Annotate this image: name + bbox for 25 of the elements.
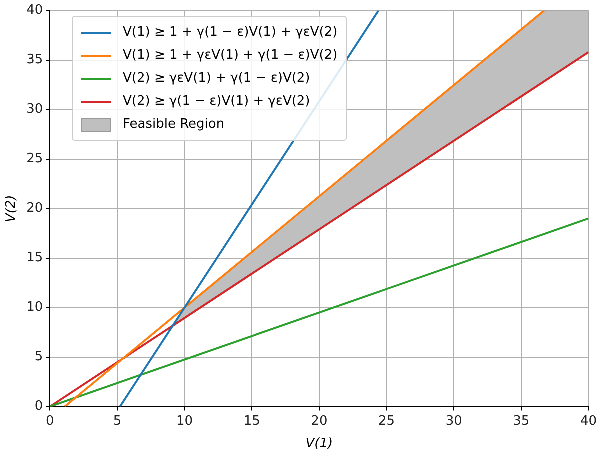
x-tick-label: 10 (176, 414, 194, 429)
x-tick-label: 40 (580, 414, 597, 429)
x-axis-title: V(1) (306, 436, 334, 452)
legend-label: V(1) ≥ 1 + γεV(1) + γ(1 − ε)V(2) (123, 48, 338, 63)
legend-label: Feasible Region (123, 117, 225, 132)
legend-label: V(2) ≥ γεV(1) + γ(1 − ε)V(2) (123, 71, 310, 86)
y-tick-label: 10 (26, 300, 44, 316)
x-tick-label: 15 (244, 414, 260, 429)
legend-label: V(1) ≥ 1 + γ(1 − ε)V(1) + γεV(2) (123, 25, 338, 40)
legend-label: V(2) ≥ γ(1 − ε)V(1) + γεV(2) (123, 94, 310, 109)
x-tick-label: 5 (113, 414, 122, 429)
y-tick-label: 15 (26, 250, 44, 266)
y-tick-label: 40 (26, 3, 44, 18)
y-tick-label: 30 (26, 102, 44, 118)
y-tick-label: 5 (34, 350, 44, 365)
x-tick-label: 0 (46, 414, 54, 429)
y-tick-label: 35 (26, 52, 44, 68)
y-tick-label: 25 (26, 152, 44, 167)
x-tick-label: 25 (378, 414, 396, 429)
x-tick-label: 35 (513, 414, 530, 429)
y-tick-label: 20 (26, 201, 44, 216)
x-tick-label: 20 (311, 414, 328, 429)
x-tick-label: 30 (446, 414, 462, 429)
y-axis-title: V(2) (4, 195, 20, 222)
y-tick-label: 0 (34, 399, 44, 414)
